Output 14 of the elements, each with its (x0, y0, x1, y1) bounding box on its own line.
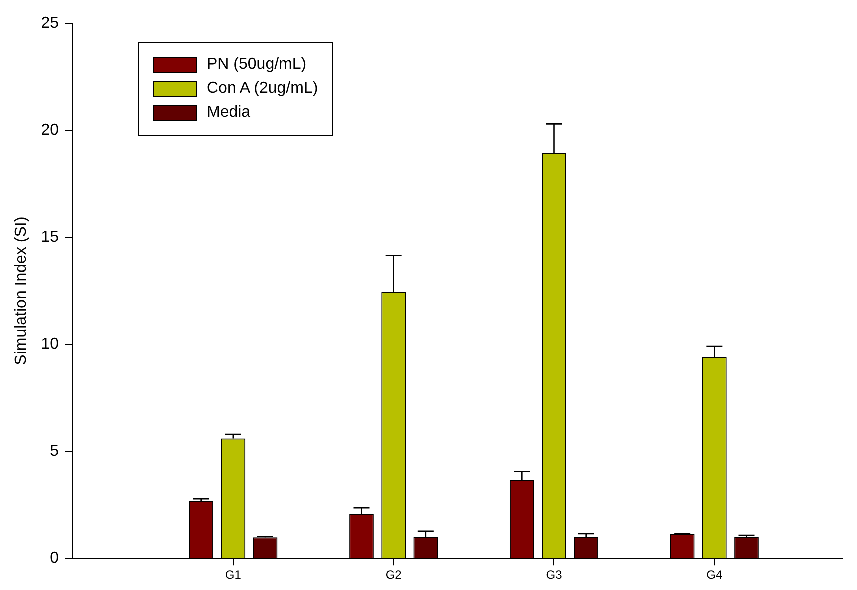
y-tick-label: 10 (41, 336, 60, 354)
x-tick-label: G3 (546, 568, 563, 582)
x-tick-label: G1 (225, 568, 242, 582)
y-tick-label: 0 (50, 550, 60, 568)
y-tick-label: 5 (50, 443, 60, 460)
legend-label: Con A (2ug/mL) (207, 80, 318, 98)
y-tick-label: 20 (41, 122, 60, 140)
x-tick-label: G2 (386, 568, 402, 582)
y-tick-label: 25 (41, 15, 60, 32)
legend-label: Media (207, 104, 251, 122)
y-axis-title: Simulation Index (SI) (13, 216, 30, 366)
x-tick-label: G4 (706, 568, 723, 582)
legend-label: PN (50ug/mL) (207, 56, 307, 74)
y-tick-label: 15 (41, 229, 60, 246)
